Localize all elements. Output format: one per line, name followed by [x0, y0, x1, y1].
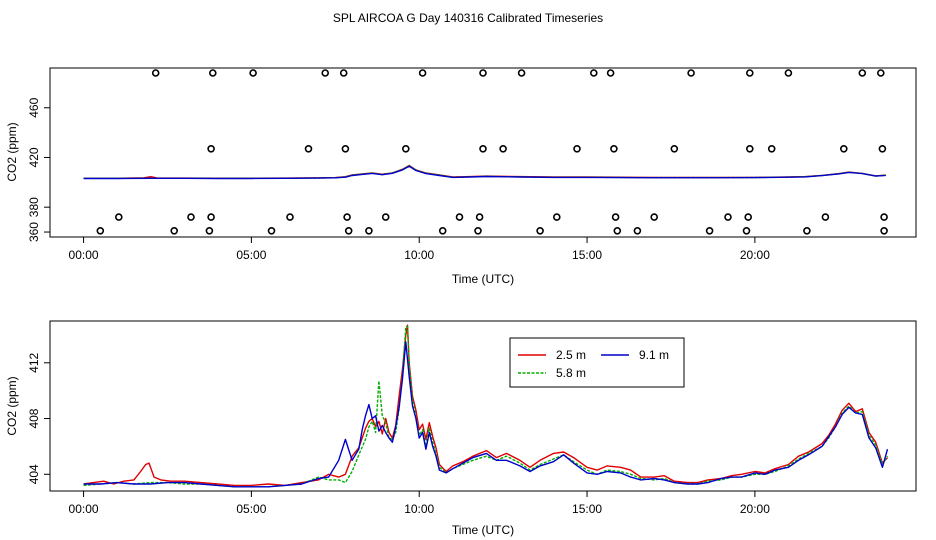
- top-y-tick-label: 460: [27, 97, 41, 117]
- top-series-blue-line: [83, 165, 886, 180]
- flag-point-marker: [365, 227, 373, 235]
- top-x-tick-label: 10:00: [404, 248, 434, 262]
- flag-point-marker: [381, 213, 390, 221]
- bottom-x-tick-label: 10:00: [404, 502, 434, 516]
- top-y-axis-label: CO2 (ppm): [5, 122, 19, 181]
- flag-point-marker: [339, 69, 348, 77]
- bottom-x-tick-label: 15:00: [572, 502, 602, 516]
- top-x-tick-label: 00:00: [69, 248, 99, 262]
- flag-point-marker: [343, 213, 351, 221]
- top-plot-frame: [49, 67, 917, 238]
- flag-point-marker: [187, 213, 195, 221]
- flag-point-marker: [611, 213, 620, 221]
- flag-point-marker: [474, 227, 482, 235]
- flag-point-marker: [633, 227, 642, 235]
- flag-point-marker: [321, 69, 330, 77]
- flag-point-marker: [784, 69, 793, 77]
- figure-title: SPL AIRCOA G Day 140316 Calibrated Times…: [333, 11, 603, 25]
- top-y-tick-label: 420: [27, 147, 41, 167]
- flag-point-marker: [876, 69, 885, 77]
- flag-point-marker: [96, 227, 105, 235]
- flag-point-marker: [479, 145, 487, 153]
- bottom-x-axis-label: Time (UTC): [452, 523, 514, 537]
- flag-point-marker: [536, 227, 544, 235]
- flag-point-marker: [589, 69, 598, 77]
- flag-point-marker: [517, 69, 526, 77]
- bottom-x-tick-label: 20:00: [740, 502, 770, 516]
- flag-point-marker: [115, 213, 123, 221]
- top-chart-panel: 00:00 05:00 10:00 15:00 20:00 380 420 460 360 Ti…: [5, 67, 917, 286]
- top-x-tick-label: 20:00: [740, 248, 770, 262]
- bottom-y-tick-label: 408: [27, 408, 41, 428]
- flag-point-marker: [839, 145, 848, 153]
- flag-point-marker: [613, 227, 622, 235]
- flag-point-marker: [745, 145, 754, 153]
- bottom-x-tick-label: 00:00: [69, 502, 99, 516]
- flag-point-marker: [341, 145, 350, 153]
- legend-label-9-1m: 9.1 m: [639, 348, 669, 362]
- bottom-series-blue-line: [83, 341, 889, 488]
- legend: 2.5 m 9.1 m 5.8 m: [509, 337, 685, 388]
- top-x-tick-label: 05:00: [236, 248, 266, 262]
- flag-point-marker: [745, 69, 754, 77]
- top-y-tick-label: 360: [27, 222, 41, 242]
- flag-point-marker: [552, 213, 561, 221]
- flag-point-marker: [418, 69, 427, 77]
- flag-point-marker: [438, 227, 447, 235]
- flag-point-marker: [286, 213, 294, 221]
- flag-point-marker: [267, 227, 276, 235]
- flag-point-marker: [803, 227, 811, 235]
- flag-point-marker: [705, 227, 714, 235]
- flag-point-marker: [767, 145, 776, 153]
- flag-point-marker: [401, 145, 410, 153]
- flag-point-marker: [670, 145, 679, 153]
- legend-label-5-8m: 5.8 m: [556, 366, 586, 380]
- top-y-tick-label: 380: [27, 197, 41, 217]
- legend-box: [509, 337, 685, 388]
- bottom-y-tick-label: 404: [27, 464, 41, 484]
- flag-point-marker: [249, 69, 257, 77]
- flag-point-marker: [858, 69, 867, 77]
- flag-point-marker: [880, 213, 888, 221]
- top-x-tick-label: 15:00: [572, 248, 602, 262]
- bottom-series-red-line: [83, 324, 889, 487]
- flag-point-marker: [205, 227, 214, 235]
- flag-point-marker: [475, 213, 484, 221]
- flag-point-marker: [151, 69, 160, 77]
- legend-label-2-5m: 2.5 m: [556, 348, 586, 362]
- flag-point-marker: [880, 227, 888, 235]
- flag-point-marker: [573, 145, 581, 153]
- flag-point-marker: [650, 213, 659, 221]
- flag-point-marker: [499, 145, 507, 153]
- flag-point-marker: [821, 213, 830, 221]
- bottom-series-green-line: [83, 325, 889, 488]
- bottom-y-tick-label: 412: [27, 352, 41, 372]
- bottom-chart-panel: 00:00 05:00 10:00 15:00 20:00 404 408 412 Time …: [5, 320, 917, 537]
- flag-point-marker: [207, 145, 215, 153]
- top-x-axis-label: Time (UTC): [452, 272, 514, 286]
- flag-point-marker: [455, 213, 464, 221]
- flag-point-marker: [610, 145, 618, 153]
- flag-point-marker: [207, 213, 215, 221]
- flag-point-marker: [304, 145, 313, 153]
- bottom-plot-frame: [49, 320, 917, 492]
- flag-point-marker: [742, 227, 751, 235]
- flag-point-marker: [687, 69, 695, 77]
- flag-point-marker: [606, 69, 615, 77]
- flag-point-marker: [344, 227, 353, 235]
- bottom-x-tick-label: 05:00: [236, 502, 266, 516]
- flag-point-marker: [209, 69, 217, 77]
- flag-point-marker: [724, 213, 732, 221]
- flag-point-marker: [878, 145, 887, 153]
- bottom-y-axis-label: CO2 (ppm): [5, 376, 19, 435]
- flag-point-marker: [170, 227, 178, 235]
- flag-point-marker: [744, 213, 753, 221]
- flag-point-marker: [479, 69, 487, 77]
